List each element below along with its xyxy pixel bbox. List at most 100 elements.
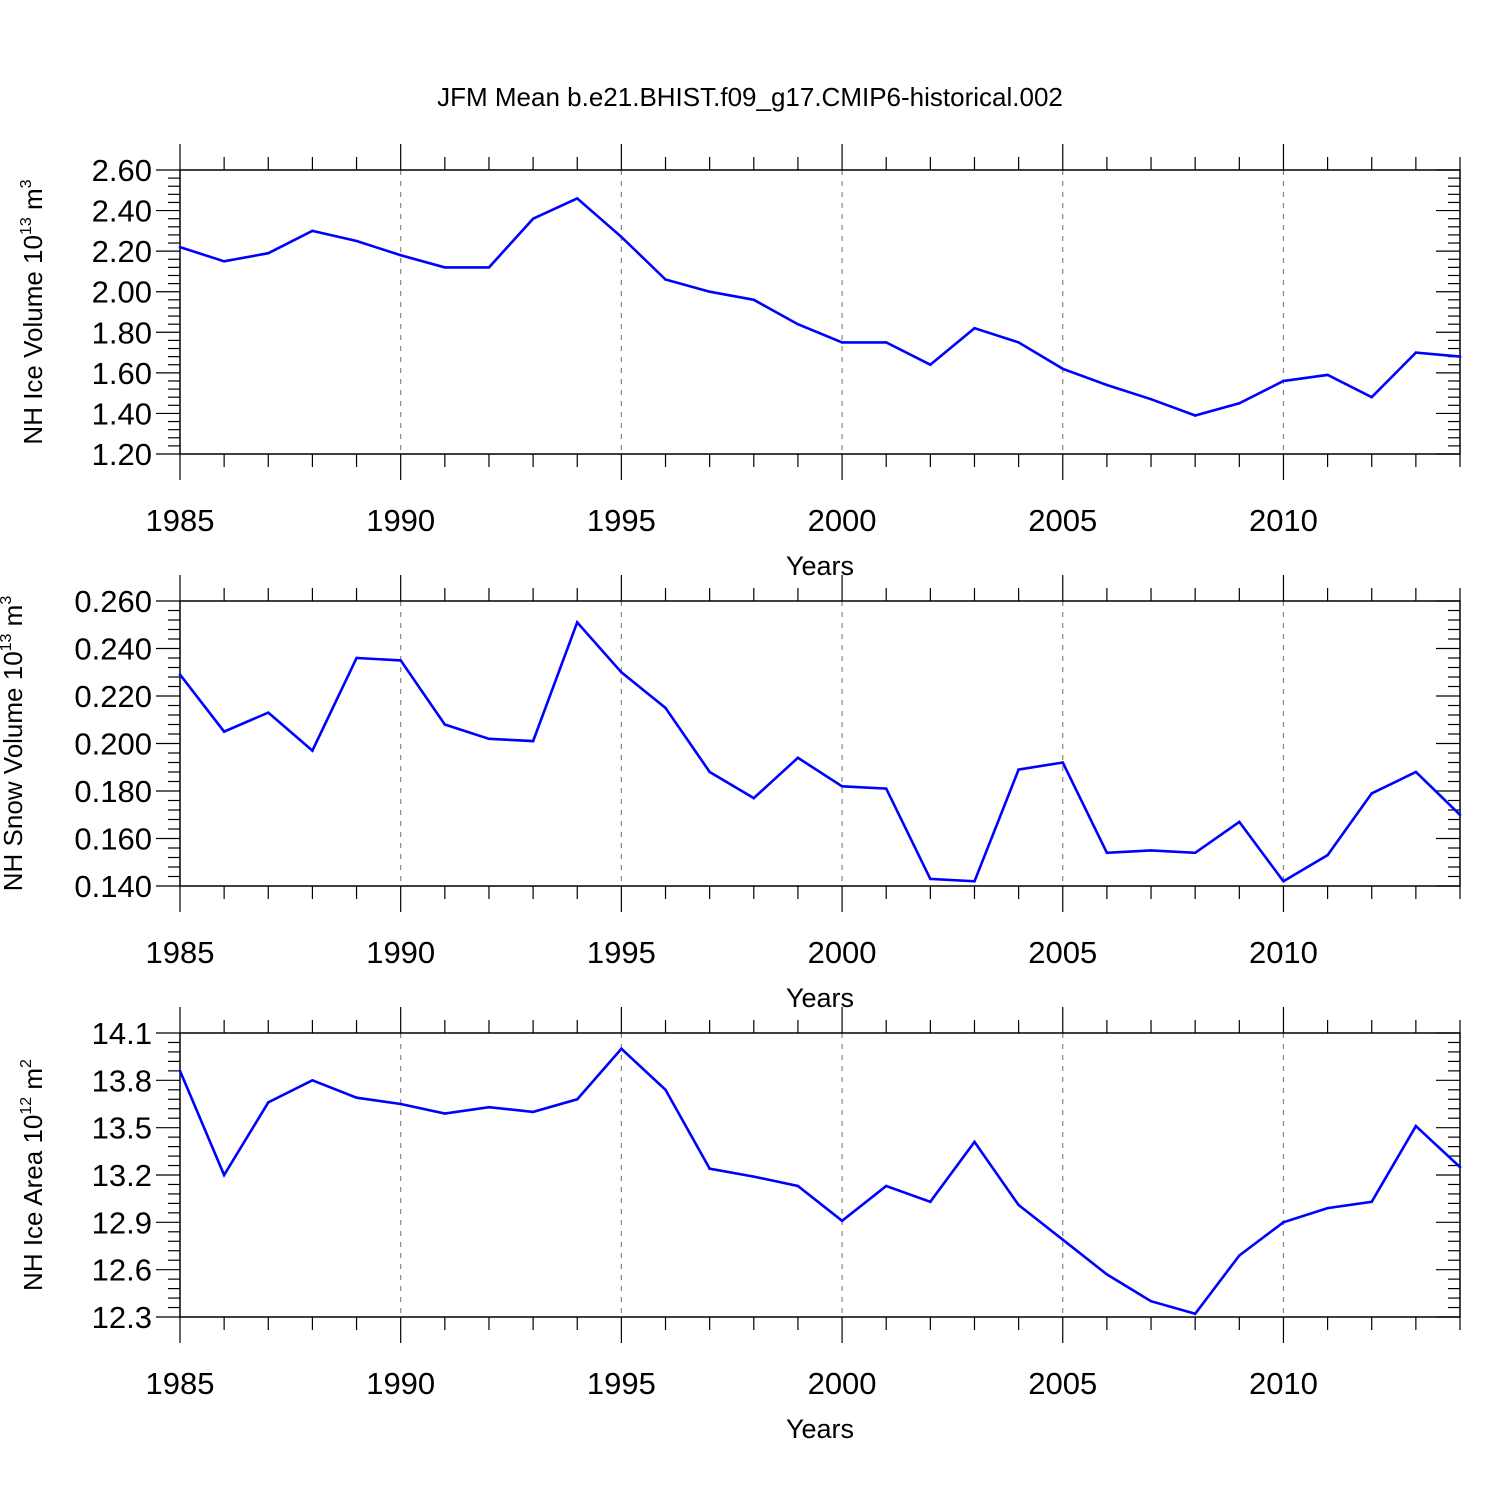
x-tick-label: 2010 bbox=[1249, 503, 1318, 538]
y-tick-label: 0.140 bbox=[74, 869, 152, 904]
data-point bbox=[1238, 820, 1241, 824]
data-point bbox=[1326, 1206, 1329, 1210]
x-axis-label: Years bbox=[786, 551, 854, 581]
x-axis-label: Years bbox=[786, 1414, 854, 1444]
x-tick-label: 1990 bbox=[366, 503, 435, 538]
data-point bbox=[708, 1167, 711, 1170]
data-point bbox=[399, 659, 402, 662]
y-tick-label: 0.200 bbox=[74, 727, 152, 762]
y-tick-label: 2.20 bbox=[92, 234, 152, 269]
y-tick-label: 0.260 bbox=[74, 584, 152, 619]
data-point bbox=[1458, 355, 1462, 358]
data-point bbox=[796, 756, 800, 760]
data-point bbox=[178, 245, 182, 249]
data-point bbox=[1105, 383, 1109, 387]
data-point bbox=[1370, 1200, 1374, 1204]
data-point bbox=[1149, 849, 1153, 852]
data-point bbox=[1282, 879, 1285, 883]
data-point bbox=[1149, 1299, 1153, 1303]
data-point bbox=[1193, 414, 1197, 417]
data-point bbox=[1017, 1203, 1020, 1207]
data-point bbox=[266, 1101, 270, 1104]
data-point bbox=[575, 621, 579, 624]
data-point bbox=[1326, 373, 1329, 377]
y-tick-label: 2.00 bbox=[92, 275, 152, 310]
data-point bbox=[840, 784, 844, 788]
series-line-ice-volume bbox=[179, 196, 1461, 417]
data-point bbox=[929, 1200, 932, 1204]
panel-ice-area: 12.3 12.6 12.9 13.2 13.5 13.8 14.1 1985 1990 1995… bbox=[18, 1007, 1462, 1444]
data-point bbox=[752, 1175, 756, 1178]
data-point bbox=[708, 290, 711, 294]
y-tick-label: 0.180 bbox=[74, 774, 152, 809]
x-tick-label: 2005 bbox=[1028, 1366, 1097, 1401]
y-tick-label: 1.60 bbox=[92, 356, 152, 391]
data-point bbox=[1458, 1165, 1462, 1169]
data-point bbox=[355, 1096, 358, 1099]
data-point bbox=[884, 1184, 888, 1188]
data-point bbox=[531, 217, 535, 220]
data-point bbox=[973, 879, 976, 883]
y-tick-label: 1.80 bbox=[92, 315, 152, 350]
data-point bbox=[575, 197, 579, 200]
y-tick-label: 2.40 bbox=[92, 194, 152, 229]
data-point bbox=[929, 363, 932, 367]
data-point bbox=[487, 266, 491, 269]
x-tick-label: 2005 bbox=[1028, 935, 1097, 970]
y-tick-label: 0.220 bbox=[74, 679, 152, 714]
series-line-ice-area bbox=[178, 1046, 1461, 1316]
data-point bbox=[664, 706, 667, 710]
data-point bbox=[1017, 341, 1020, 344]
data-point bbox=[1282, 1221, 1285, 1224]
y-tick-label: 12.6 bbox=[92, 1253, 152, 1288]
data-point bbox=[1061, 367, 1065, 371]
x-tick-label: 2010 bbox=[1249, 1366, 1318, 1401]
x-tick-label: 1985 bbox=[146, 1366, 215, 1401]
data-point bbox=[752, 796, 756, 800]
data-point bbox=[1458, 813, 1462, 817]
data-point bbox=[1370, 395, 1374, 399]
data-point bbox=[664, 278, 667, 281]
data-point bbox=[1105, 851, 1109, 855]
data-point bbox=[884, 787, 888, 790]
data-point bbox=[575, 1097, 579, 1101]
data-point bbox=[222, 259, 226, 263]
data-point bbox=[1193, 1312, 1197, 1316]
data-point bbox=[1414, 1124, 1418, 1128]
data-point bbox=[752, 298, 756, 302]
data-point bbox=[443, 266, 447, 269]
x-tick-label: 1990 bbox=[366, 1366, 435, 1401]
data-point bbox=[443, 1112, 447, 1115]
data-point bbox=[840, 1219, 844, 1223]
data-point bbox=[1105, 1273, 1109, 1276]
data-point bbox=[1061, 1238, 1065, 1241]
y-tick-label: 0.240 bbox=[74, 632, 152, 667]
x-tick-label: 2000 bbox=[808, 935, 877, 970]
data-point bbox=[399, 1102, 402, 1106]
data-point bbox=[1370, 792, 1374, 795]
x-tick-label: 1985 bbox=[146, 935, 215, 970]
data-point bbox=[222, 1173, 226, 1177]
data-point bbox=[796, 1184, 800, 1188]
data-point bbox=[266, 711, 270, 714]
data-point bbox=[178, 673, 182, 676]
data-point bbox=[1238, 1254, 1241, 1257]
x-tick-label: 1995 bbox=[587, 503, 656, 538]
data-point bbox=[973, 1140, 976, 1144]
data-point bbox=[399, 253, 402, 257]
x-axis-label: Years bbox=[786, 983, 854, 1013]
data-point bbox=[1326, 853, 1329, 857]
y-tick-label: 13.2 bbox=[92, 1158, 152, 1193]
y-tick-label: 12.9 bbox=[92, 1205, 152, 1240]
y-axis-label: NH Snow Volume 1013 m3 bbox=[0, 596, 28, 892]
data-point bbox=[1193, 851, 1197, 855]
data-point bbox=[884, 341, 888, 344]
data-point bbox=[1414, 770, 1418, 774]
data-point bbox=[620, 670, 623, 674]
x-tick-label: 1990 bbox=[366, 935, 435, 970]
data-point bbox=[266, 251, 270, 255]
data-point bbox=[620, 235, 623, 239]
data-point bbox=[708, 770, 711, 774]
data-point bbox=[1149, 397, 1153, 401]
